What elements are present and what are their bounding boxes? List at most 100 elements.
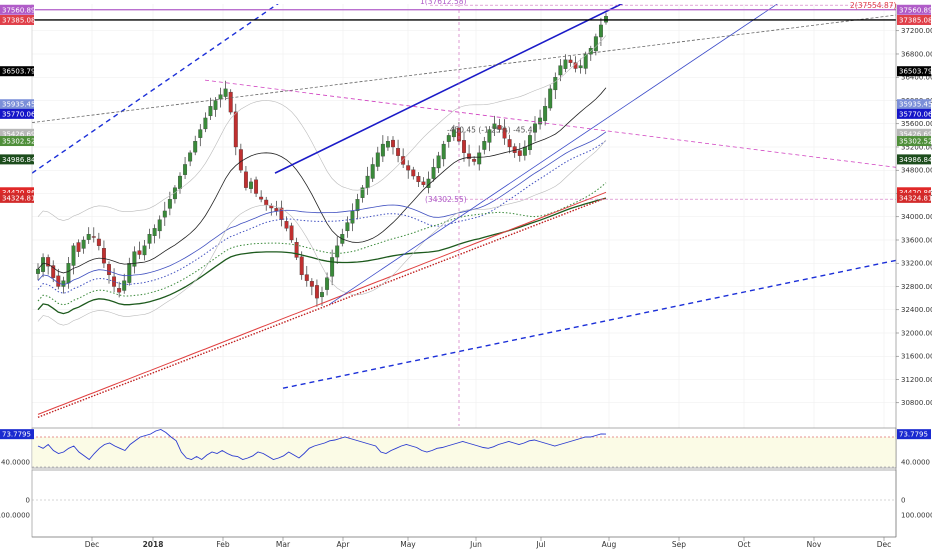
candle-body [578, 65, 583, 69]
annotation-label: -450.45 (-1.25%) -45.45 [447, 125, 538, 134]
price-tag-label: 35302.52 [2, 138, 35, 146]
x-tick-label: Jul [535, 540, 545, 549]
price-tag-right: 34324.81 [897, 192, 932, 203]
candle-body [441, 143, 446, 160]
candle-body [162, 210, 167, 218]
x-tick-label: Sep [672, 540, 686, 549]
candle-body [157, 219, 162, 232]
x-axis-ticks: Dec 2018 Feb Mar Apr May Jun Jul Aug Sep Oct Nov Dec [85, 537, 891, 549]
price-tag-left: 37560.89 [0, 4, 35, 15]
annotation-label: 2(37554.87) [850, 1, 896, 10]
price-tags: 37560.89 37560.89 37385.08 37385.08 36503.79… [0, 4, 932, 440]
y-tick-label: 32400.00 [901, 306, 932, 314]
price-tag-box [0, 136, 34, 147]
y-tick-label: 40.0000 [901, 459, 930, 467]
candle-body [152, 228, 157, 236]
left-tick-label: 0 [26, 497, 30, 505]
candle-body [264, 199, 269, 206]
candle-body [421, 181, 426, 185]
y-tick-label: 34000.00 [901, 213, 932, 221]
price-tag-right: 37560.89 [897, 4, 932, 15]
candle-body [223, 88, 228, 97]
candle-body [238, 149, 243, 171]
y-tick-label: 35600.00 [901, 120, 932, 128]
candle-body [497, 125, 502, 130]
candle-body [436, 155, 441, 169]
candle-body [167, 199, 172, 209]
candle-body [502, 127, 507, 139]
candle-body [604, 16, 608, 23]
price-tag-box [0, 192, 34, 203]
candle-body [548, 88, 553, 109]
candle-body [183, 164, 188, 175]
price-tag-label: 36503.79 [899, 68, 932, 76]
candle-body [314, 285, 319, 299]
candle-body [527, 135, 532, 151]
candle-body [406, 165, 411, 171]
candle-body [66, 263, 71, 284]
price-tag-right: 35935.45 [897, 99, 932, 110]
candle-body [360, 187, 365, 198]
candle-body [573, 62, 578, 69]
candle-body [218, 94, 223, 100]
y-tick-label: 31200.00 [901, 376, 932, 384]
price-tag-box [897, 128, 931, 139]
candle-body [81, 239, 86, 249]
candle-body [122, 280, 127, 291]
candle-body [375, 152, 380, 167]
bollinger-upper [37, 35, 607, 221]
price-tag-right: 37385.08 [897, 14, 932, 25]
candle-body [294, 242, 299, 258]
lower-panel [31, 469, 897, 538]
price-tag-right: 34420.86 [897, 187, 932, 198]
candle-body [380, 143, 385, 157]
price-tag-box [0, 14, 34, 25]
price-tag-box [0, 4, 34, 15]
price-tag-left: 35302.52 [0, 136, 35, 147]
candle-body [558, 65, 563, 76]
candle-body [289, 225, 294, 241]
candle-body [431, 167, 436, 179]
candle-body [107, 264, 111, 276]
rsi-series [37, 429, 607, 461]
rsi-tag-label: 73.7795 [899, 431, 928, 439]
price-tag-left: 35770.06 [0, 108, 36, 119]
candle-body [522, 146, 527, 156]
price-tag-box [0, 66, 34, 77]
y-tick-label: 34800.00 [901, 167, 932, 175]
price-tag-box [897, 136, 931, 147]
candle-body [451, 129, 456, 138]
rsi-line [37, 429, 607, 461]
candle-body [553, 77, 558, 91]
candle-body [456, 127, 461, 142]
candle-body [563, 59, 568, 69]
y-tick-label: 35200.00 [901, 143, 932, 151]
candle-body [330, 257, 335, 277]
candle-body [309, 281, 314, 287]
price-tag-label: 34986.84 [899, 156, 932, 164]
candle-body [396, 148, 401, 156]
y-tick-label: 36400.00 [901, 74, 932, 82]
price-tag-label: 35426.69 [2, 130, 35, 138]
candle-body [51, 265, 56, 278]
left-tick-label: 100.0000 [0, 512, 30, 520]
candle-body [416, 176, 421, 183]
candle-body [365, 175, 370, 189]
candle-body [517, 150, 522, 156]
candle-body [56, 275, 61, 287]
sma80-line [37, 197, 607, 315]
candle-body [71, 245, 76, 266]
ema40-line [37, 140, 607, 294]
candle-body [279, 207, 284, 220]
candle-body [117, 288, 122, 293]
price-tag-left: 37385.08 [0, 14, 35, 25]
price-tag-label: 34324.81 [2, 194, 35, 202]
candle-body [203, 117, 208, 130]
candle-body [243, 171, 248, 188]
candle-body [477, 152, 482, 165]
x-tick-label: Apr [337, 540, 351, 549]
left-tick-label: 40.0000 [1, 459, 30, 467]
annotation-label: (34302.55) [425, 195, 467, 204]
candle-body [198, 129, 203, 138]
